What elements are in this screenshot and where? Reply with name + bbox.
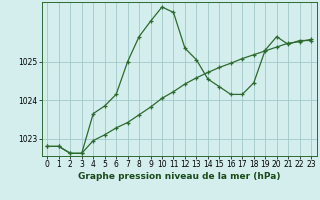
X-axis label: Graphe pression niveau de la mer (hPa): Graphe pression niveau de la mer (hPa) — [78, 172, 280, 181]
